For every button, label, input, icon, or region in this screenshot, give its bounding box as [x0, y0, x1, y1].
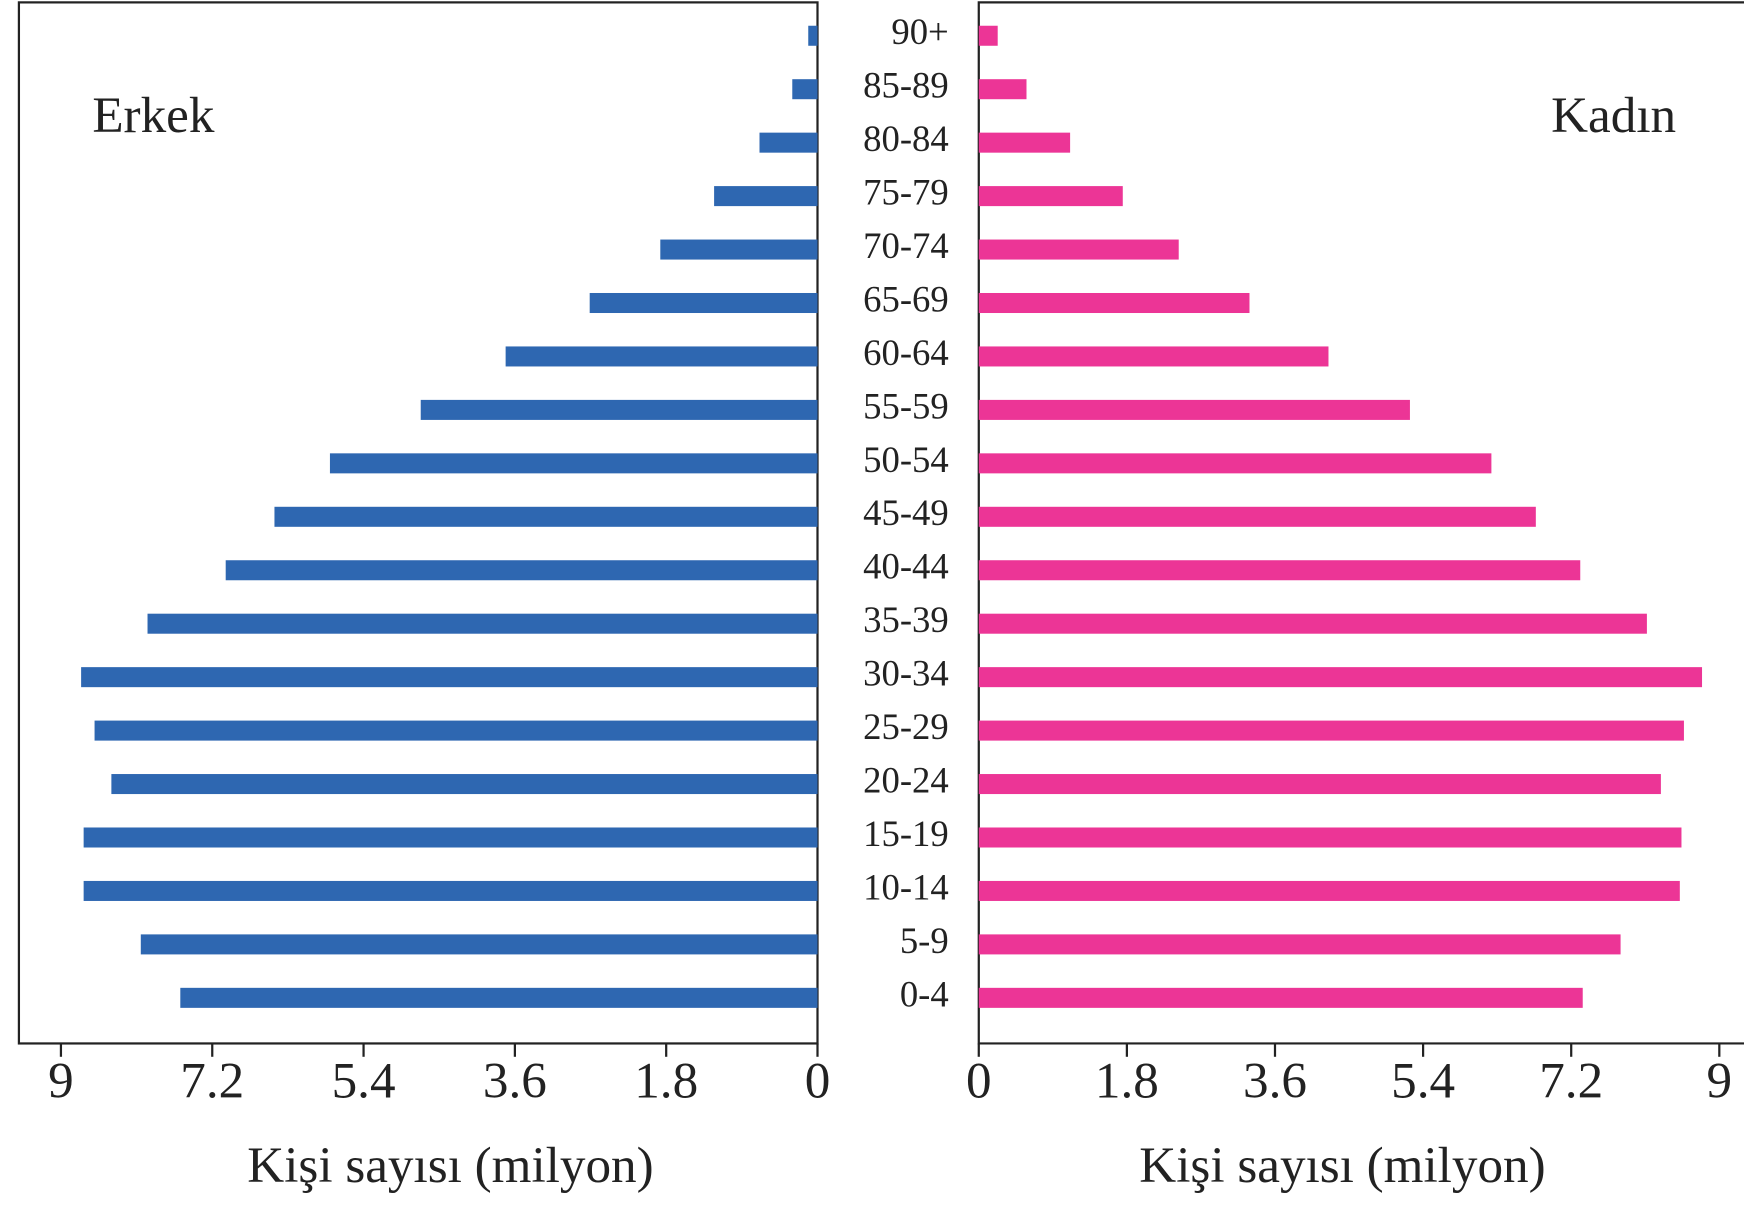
- bar: [978, 934, 1621, 955]
- bar: [978, 292, 1250, 314]
- category-label: 5-9: [900, 920, 949, 961]
- bar: [978, 613, 1647, 634]
- category-label: 90+: [891, 11, 948, 52]
- category-label: 50-54: [863, 439, 949, 480]
- category-label: 65-69: [863, 278, 949, 319]
- category-label: 55-59: [863, 385, 949, 426]
- bar: [978, 453, 1492, 474]
- bar: [978, 506, 1536, 527]
- bar: [274, 506, 818, 527]
- series-label: Erkek: [92, 87, 215, 144]
- bar: [329, 453, 818, 474]
- x-tick-label: 7.2: [1539, 1052, 1603, 1109]
- bar: [978, 774, 1661, 795]
- x-tick-label: 9: [48, 1052, 74, 1109]
- bar: [81, 667, 818, 688]
- bar: [660, 239, 818, 260]
- bar: [147, 613, 818, 634]
- category-label: 60-64: [863, 332, 949, 373]
- bar: [589, 292, 818, 314]
- x-tick-label: 7.2: [180, 1052, 244, 1109]
- category-label: 30-34: [863, 653, 949, 694]
- bar: [978, 239, 1179, 260]
- bar: [759, 132, 818, 153]
- category-label: 40-44: [863, 546, 949, 587]
- bar: [83, 880, 818, 901]
- bar: [225, 560, 818, 581]
- bar: [978, 346, 1329, 367]
- bar: [978, 399, 1410, 420]
- x-axis-title: Kişi sayısı (milyon): [1139, 1137, 1545, 1194]
- x-tick-label: 1.8: [634, 1052, 698, 1109]
- x-tick-label: 5.4: [332, 1052, 396, 1109]
- bar: [792, 79, 818, 100]
- x-tick-label: 3.6: [483, 1052, 547, 1109]
- series-label: Kadın: [1551, 87, 1676, 144]
- bar: [978, 720, 1684, 741]
- category-label: 10-14: [863, 866, 949, 907]
- category-label: 75-79: [863, 172, 949, 213]
- bar: [978, 987, 1583, 1008]
- category-label: 25-29: [863, 706, 949, 747]
- bar: [978, 827, 1682, 848]
- bar: [714, 186, 818, 207]
- category-label: 0-4: [900, 973, 949, 1014]
- bar: [94, 720, 818, 741]
- bar: [505, 346, 818, 367]
- bar: [140, 934, 818, 955]
- bar: [180, 987, 818, 1008]
- bar: [808, 25, 818, 46]
- bar: [978, 560, 1581, 581]
- bar: [978, 186, 1123, 207]
- bar: [978, 880, 1680, 901]
- bar: [978, 79, 1027, 100]
- bar: [978, 25, 998, 46]
- category-label: 45-49: [863, 492, 949, 533]
- x-tick-label: 0: [966, 1052, 992, 1109]
- x-tick-label: 1.8: [1095, 1052, 1159, 1109]
- x-axis-title: Kişi sayısı (milyon): [247, 1137, 653, 1194]
- bar: [83, 827, 818, 848]
- x-tick-label: 0: [805, 1052, 831, 1109]
- bar: [978, 667, 1703, 688]
- bar: [978, 132, 1071, 153]
- category-label: 85-89: [863, 65, 949, 106]
- category-label: 80-84: [863, 118, 949, 159]
- x-tick-label: 3.6: [1243, 1052, 1307, 1109]
- category-label: 20-24: [863, 759, 949, 800]
- category-label: 15-19: [863, 813, 949, 854]
- bar: [111, 774, 818, 795]
- x-tick-label: 5.4: [1391, 1052, 1455, 1109]
- x-tick-label: 9: [1707, 1052, 1733, 1109]
- bar: [420, 399, 818, 420]
- category-label: 70-74: [863, 225, 949, 266]
- category-label: 35-39: [863, 599, 949, 640]
